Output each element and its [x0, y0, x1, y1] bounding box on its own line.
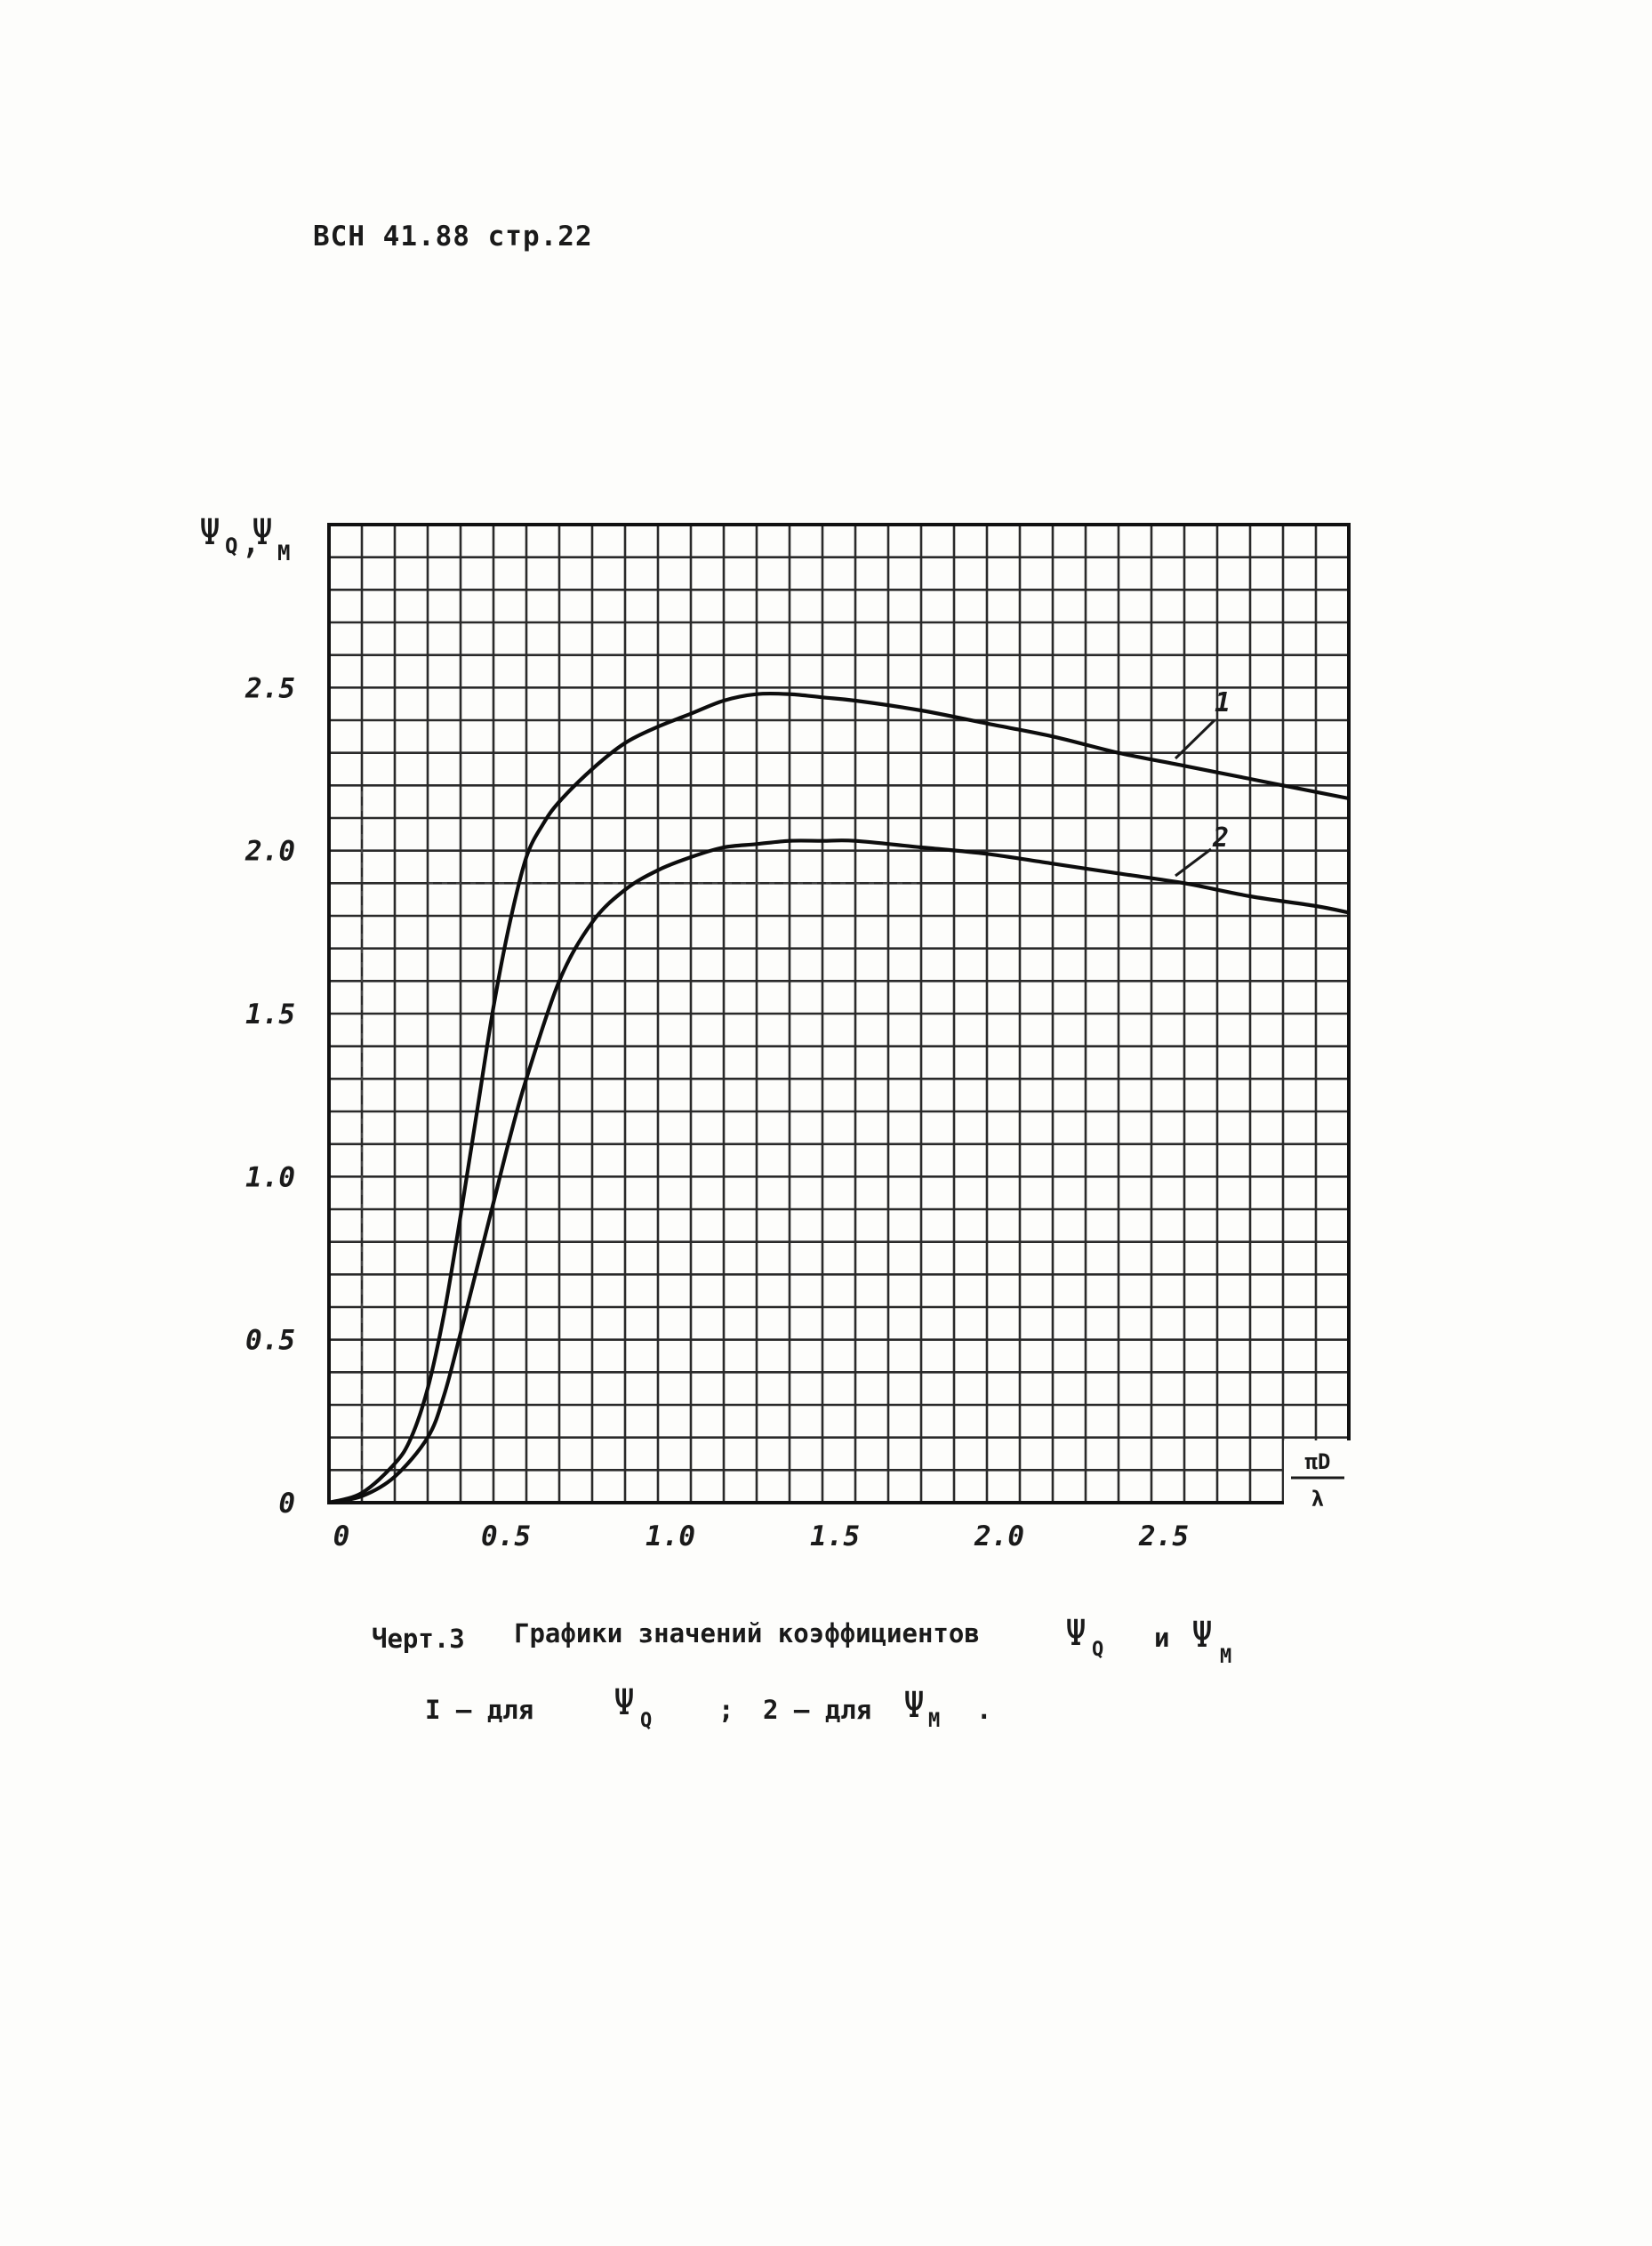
- y-axis-label-psi-a: Ψ: [199, 512, 221, 553]
- plot-border: [327, 523, 1351, 1504]
- legend-entry-2: 2 – для: [763, 1695, 871, 1725]
- y-axis-label-comma: ,: [240, 521, 261, 562]
- legend-entry-2-psi: Ψ: [903, 1685, 925, 1726]
- legend-entry-2-sub: M: [928, 1710, 940, 1732]
- x-tick-label: 0.5: [481, 1520, 531, 1552]
- caption-prefix: Черт.3: [372, 1624, 465, 1654]
- y-tick-label: 2.0: [245, 836, 295, 868]
- y-tick-label: 1.0: [245, 1161, 295, 1193]
- curve-label-2-text: 2: [1212, 822, 1229, 854]
- caption-psi-b: Ψ: [1191, 1615, 1213, 1656]
- tick-labels: 0 0.5 1.0 1.5 2.0 2.5 0 0.5 1.0 1.5 2.0 2.5: [245, 672, 1189, 1552]
- legend-end: .: [976, 1695, 991, 1725]
- y-axis-label-sub-a: Q: [225, 533, 237, 558]
- x-tick-label: 0: [333, 1520, 350, 1552]
- caption-title: Графики значений коэффициентов: [514, 1618, 980, 1648]
- figure-caption: Черт.3 Графики значений коэффициентов Ψ …: [372, 1613, 1231, 1732]
- chart-grid: [327, 523, 1351, 1504]
- legend-separator: ;: [718, 1695, 734, 1725]
- series-line-1: [328, 691, 1350, 1505]
- y-tick-label: 1.5: [245, 999, 295, 1031]
- caption-sub-b: M: [1220, 1646, 1231, 1668]
- y-tick-label: 0: [278, 1488, 295, 1520]
- x-tick-label: 2.0: [974, 1520, 1024, 1552]
- caption-sub-a: Q: [1092, 1639, 1103, 1661]
- chart-frame: [327, 523, 1351, 1504]
- x-axis-label-numerator: πD: [1305, 1449, 1331, 1474]
- series-layer: [328, 691, 1350, 1505]
- document-header: ВСН 41.88 стр.22: [313, 221, 593, 253]
- y-tick-label: 0.5: [245, 1325, 295, 1357]
- x-axis-label-denominator: λ: [1311, 1487, 1324, 1512]
- x-tick-label: 1.0: [646, 1520, 695, 1552]
- x-tick-label: 2.5: [1138, 1520, 1189, 1552]
- y-axis-label: Ψ Q , Ψ M: [199, 512, 290, 566]
- y-tick-label: 2.5: [245, 672, 295, 704]
- curve-label-1-text: 1: [1215, 687, 1231, 718]
- legend-entry-1-psi: Ψ: [613, 1682, 635, 1723]
- legend-entry-1-sub: Q: [640, 1710, 652, 1732]
- caption-and: и: [1154, 1623, 1169, 1653]
- series-line-2: [328, 838, 1350, 1505]
- y-axis-label-sub-b: M: [277, 541, 290, 566]
- y-axis-label-psi-b: Ψ: [252, 512, 273, 553]
- x-tick-label: 1.5: [810, 1520, 860, 1552]
- x-axis-label: πD λ: [1284, 1440, 1351, 1513]
- curve-label-2: 2: [1175, 822, 1229, 878]
- legend-entry-1: I – для: [425, 1695, 533, 1725]
- curve-label-1: 1: [1174, 687, 1231, 760]
- caption-psi-a: Ψ: [1065, 1613, 1087, 1654]
